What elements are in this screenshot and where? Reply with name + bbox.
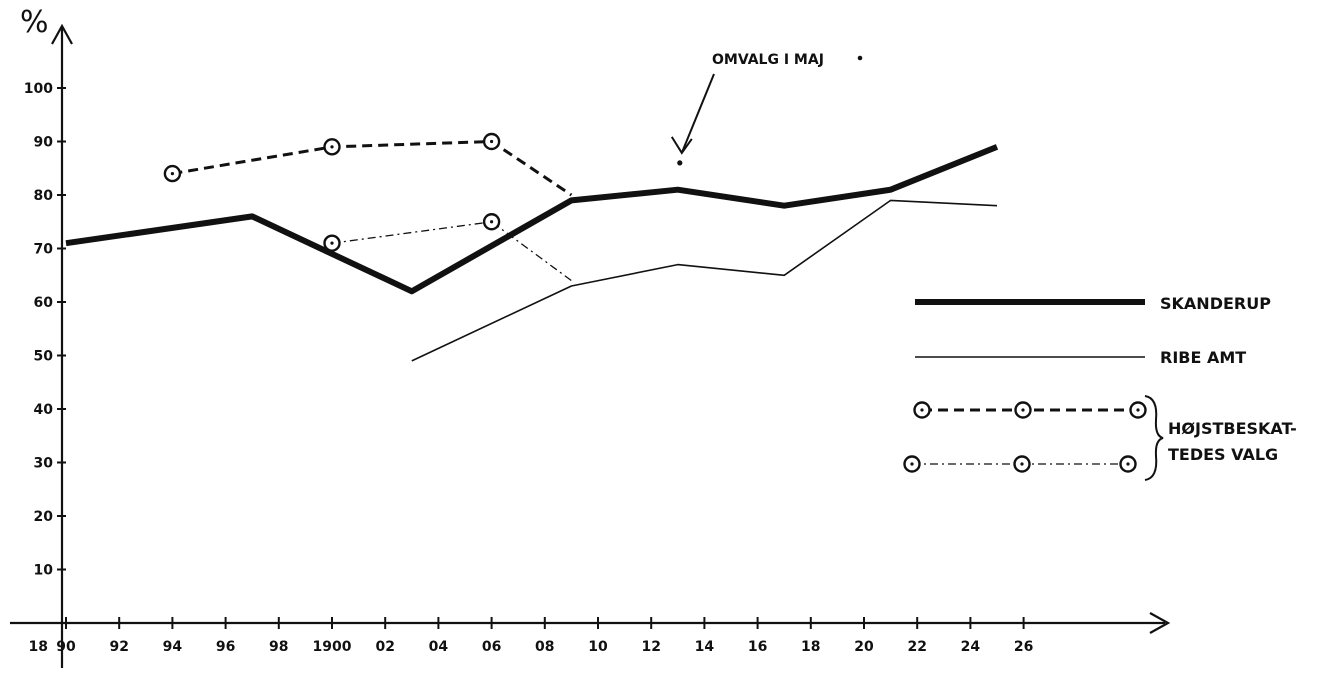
legend-brace: [1144, 395, 1164, 481]
annotation-text: OMVALG I MAJ: [712, 52, 824, 68]
series-lines: [65, 140, 999, 362]
series-markers: [163, 132, 501, 252]
x-tick-label: 1900: [313, 639, 352, 655]
x-tick-label: 16: [748, 639, 767, 655]
series-line-2: [172, 140, 573, 197]
x-tick-label: 08: [535, 639, 554, 655]
legend-marker-dot: [1126, 462, 1130, 466]
x-tick-label: 92: [109, 639, 128, 655]
x-tick-label: 98: [269, 639, 288, 655]
x-tick-label: 02: [375, 639, 394, 655]
y-axis-arrow: [51, 23, 73, 45]
x-tick-label: 14: [695, 639, 715, 655]
legend-label-ribe-amt: RIBE AMT: [1160, 348, 1246, 367]
legend-marker-dot: [1136, 408, 1140, 412]
x-tick-label: 12: [641, 639, 660, 655]
annotation-dot: [677, 160, 683, 166]
series-point-dot-2: [330, 145, 334, 149]
x-tick-label: 20: [854, 639, 874, 655]
y-axis-label: %: [20, 5, 49, 40]
x-tick-label: 10: [588, 639, 608, 655]
y-tick-label: 10: [34, 563, 54, 579]
series-point-dot-3: [330, 241, 334, 245]
series-line-1: [411, 199, 998, 362]
x-tick-label: 96: [216, 639, 235, 655]
y-tick-label: 100: [24, 81, 53, 97]
x-tick-label: 06: [482, 639, 501, 655]
y-tick-label: 70: [34, 242, 54, 258]
series-line-0: [65, 144, 999, 295]
series-point-dot-3: [490, 220, 494, 224]
x-tick-label: 24: [961, 639, 981, 655]
y-tick-label: 50: [34, 349, 54, 365]
axes: %: [10, 5, 1171, 668]
legend-marker-dot: [1021, 408, 1025, 412]
x-ticks: 18 90 92 94 96 98 1900 02 04 06 08 10 12 14 16 18 20 22 24…: [29, 617, 1033, 655]
y-tick-label: 90: [34, 135, 54, 151]
legend-label-hojstbeskat: HØJSTBESKAT-: [1168, 419, 1297, 438]
x-tick-label: 04: [429, 639, 449, 655]
annotation-arrow-head: [670, 136, 693, 155]
y-tick-label: 40: [34, 402, 54, 418]
series-point-dot-2: [490, 139, 494, 144]
y-tick-label: 20: [34, 509, 54, 525]
x-axis-arrow: [1149, 612, 1171, 634]
annotation-arrow: [680, 73, 715, 154]
legend-marker-dot: [910, 462, 914, 466]
x-tick-label: 26: [1014, 639, 1033, 655]
series-point-dot-2: [170, 172, 174, 176]
legend-marker-dot: [1020, 462, 1024, 466]
x-tick-label: 22: [907, 639, 926, 655]
x-axis-prefix: 18: [29, 639, 48, 655]
x-tick-label: 94: [163, 639, 183, 655]
x-tick-label: 90: [56, 639, 76, 655]
x-tick-label: 18: [801, 639, 820, 655]
y-tick-label: 60: [34, 295, 54, 311]
legend-label-tedes-valg: TEDES VALG: [1168, 445, 1278, 464]
y-ticks: 10 20 30 40 50 60 70 80 90 100: [24, 81, 66, 579]
y-tick-label: 30: [34, 456, 54, 472]
annotation-trailing-dot: [857, 55, 863, 61]
legend-label-skanderup: SKANDERUP: [1160, 294, 1271, 313]
legend-marker-dot: [920, 408, 924, 412]
annotations: OMVALG I MAJ: [670, 52, 863, 166]
legend: SKANDERUP RIBE AMT HØJSTBESKAT- TEDES VALG: [903, 294, 1297, 481]
y-tick-label: 80: [34, 188, 54, 204]
